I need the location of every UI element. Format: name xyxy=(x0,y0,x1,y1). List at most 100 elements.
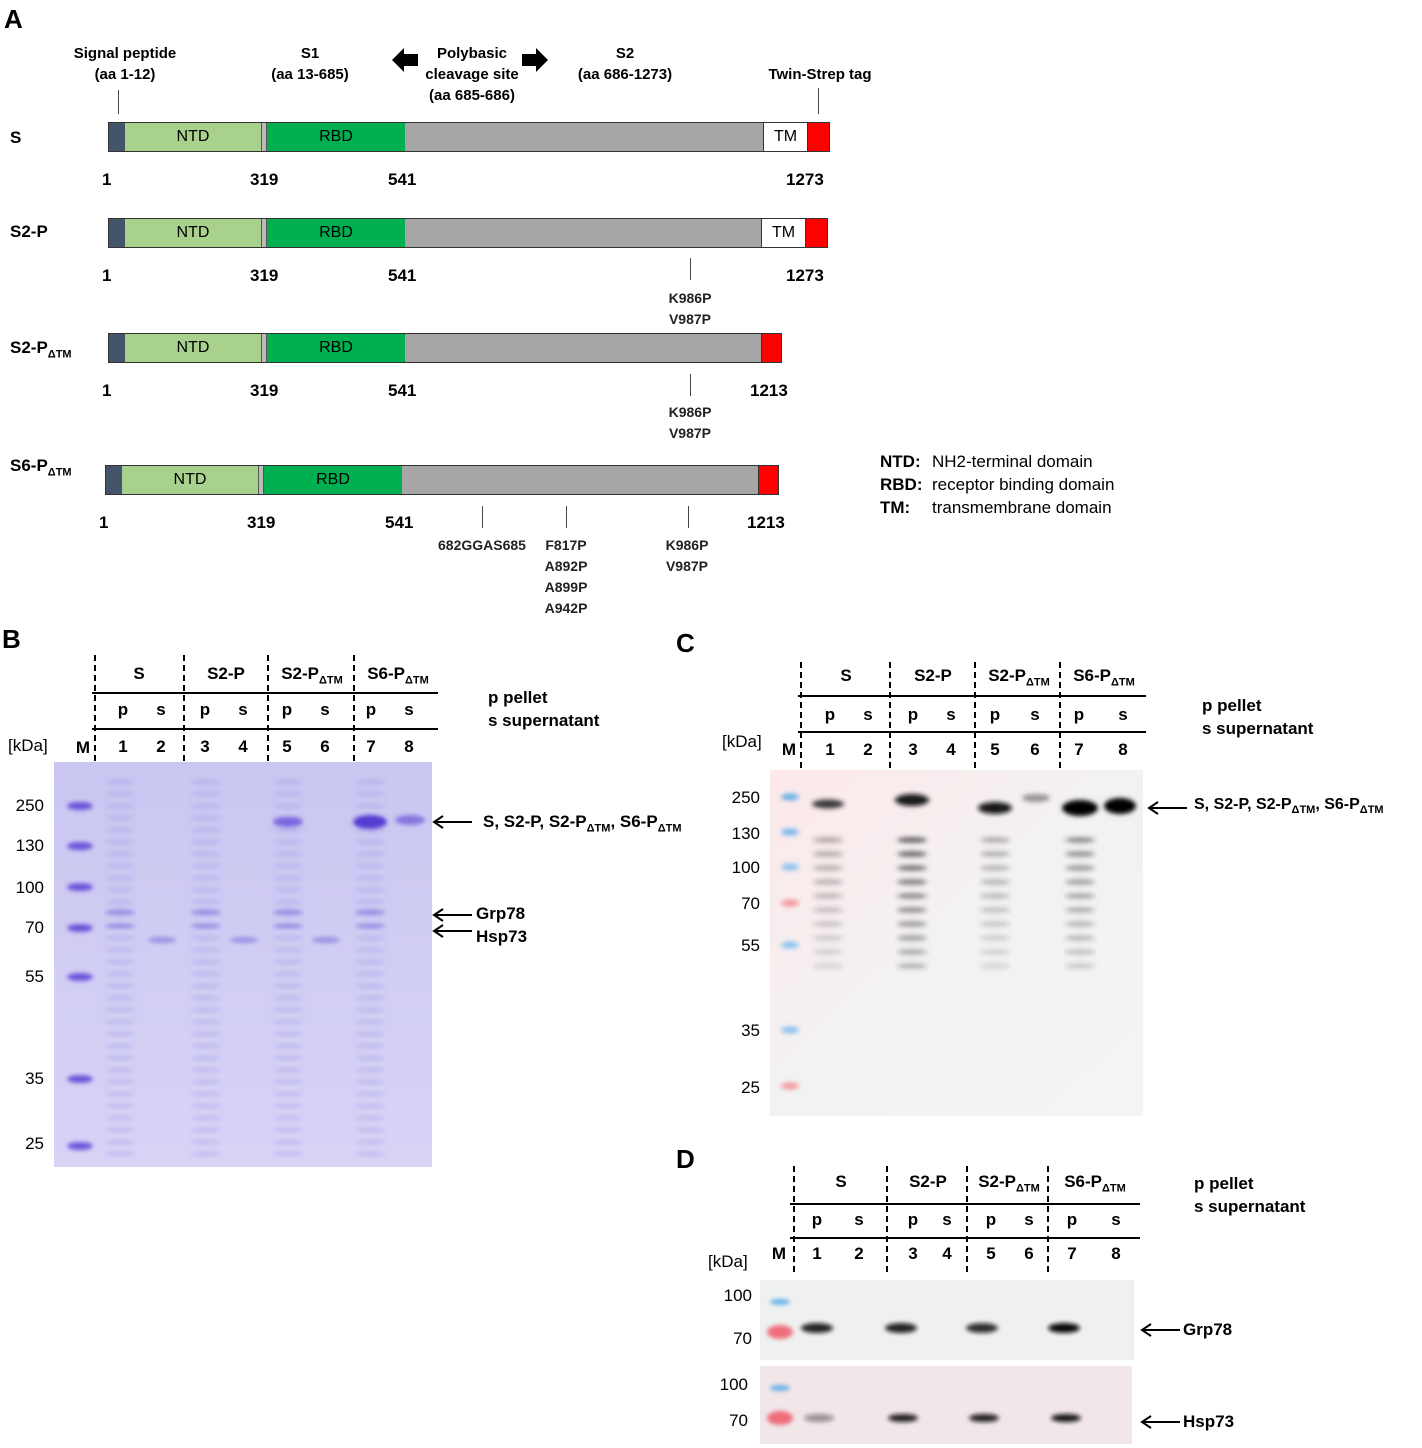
protein-smear xyxy=(273,1067,303,1073)
protein-smear xyxy=(191,1151,221,1157)
protein-smear xyxy=(191,875,221,881)
protein-smear xyxy=(273,1103,303,1109)
marker-lane-label: M xyxy=(771,1244,787,1263)
protein-smear xyxy=(105,815,135,821)
panel-d-header-lines xyxy=(790,1166,1140,1272)
group-s6p-dtm-header: S6-PΔTM xyxy=(367,664,429,687)
position-label: 1273 xyxy=(786,266,824,285)
protein-smear xyxy=(191,899,221,905)
protein-smear xyxy=(355,935,385,941)
degradation-band xyxy=(897,865,927,871)
grp78-band xyxy=(885,1323,917,1333)
spike-band xyxy=(1022,794,1050,802)
protein-smear xyxy=(105,791,135,797)
kda-marker-label: 100 xyxy=(731,858,760,877)
protein-smear xyxy=(273,887,303,893)
protein-smear xyxy=(105,803,135,809)
mutation-label: K986P V987P xyxy=(668,404,712,441)
protein-smear xyxy=(273,1019,303,1025)
fraction-label: p xyxy=(1073,705,1085,724)
degradation-band xyxy=(813,907,843,913)
s2-title: S2 xyxy=(615,45,635,62)
position-label: 1213 xyxy=(750,381,788,400)
degradation-band xyxy=(980,837,1010,843)
degradation-band xyxy=(813,921,843,927)
protein-smear xyxy=(355,995,385,1001)
grp78-band xyxy=(801,1323,833,1333)
lane-number: 2 xyxy=(863,740,873,759)
mutation-tick xyxy=(566,506,567,528)
marker-lane-label: M xyxy=(75,738,91,757)
s2-region xyxy=(405,123,763,151)
spike-band xyxy=(273,817,303,827)
protein-smear xyxy=(355,1019,385,1025)
western-blot-spike xyxy=(770,770,1143,1116)
lane-number: 3 xyxy=(908,1244,918,1263)
protein-smear xyxy=(273,779,303,785)
grp78-band xyxy=(1048,1323,1080,1333)
lane-number: 1 xyxy=(118,737,128,756)
protein-smear xyxy=(273,1055,303,1061)
panel-b-label: B xyxy=(2,624,21,654)
signal-peptide-domain xyxy=(109,334,125,362)
left-arrow-icon xyxy=(392,48,418,72)
degradation-band xyxy=(980,949,1010,955)
protein-smear xyxy=(191,1079,221,1085)
spike-band xyxy=(353,815,387,829)
degradation-band xyxy=(813,837,843,843)
protein-smear xyxy=(355,1055,385,1061)
mutation-tick xyxy=(688,506,689,528)
kda-marker-label: 55 xyxy=(25,967,44,986)
protein-smear xyxy=(273,875,303,881)
degradation-band xyxy=(1065,837,1095,843)
lane-number: 3 xyxy=(200,737,210,756)
protein-smear xyxy=(273,863,303,869)
protein-smear xyxy=(105,839,135,845)
marker-band xyxy=(770,1299,790,1305)
construct-s-label: S xyxy=(10,128,22,147)
lane-number: 3 xyxy=(908,740,918,759)
position-label: 541 xyxy=(388,381,417,400)
protein-smear xyxy=(191,851,221,857)
spike-band xyxy=(978,802,1012,814)
marker-band xyxy=(781,941,799,949)
protein-smear xyxy=(273,827,303,833)
protein-smear xyxy=(273,899,303,905)
group-s2p-header: S2-P xyxy=(909,1172,947,1191)
degradation-band xyxy=(1065,935,1095,941)
rbd-domain: RBD xyxy=(267,123,405,151)
hsp73-band xyxy=(804,1414,834,1422)
position-label: 541 xyxy=(388,170,417,189)
protein-smear xyxy=(273,1151,303,1157)
group-s-header: S xyxy=(840,666,852,685)
fraction-legend: p pellet s supernatant xyxy=(488,688,600,730)
protein-smear xyxy=(105,947,135,953)
lane-number: 5 xyxy=(986,1244,996,1263)
protein-smear xyxy=(273,947,303,953)
protein-smear xyxy=(355,1031,385,1037)
twin-strep-tag xyxy=(805,219,827,247)
position-label: 319 xyxy=(250,266,279,285)
legend-item: NTD: NH2-terminal domain xyxy=(880,452,1093,471)
hsp73-supernatant-band xyxy=(230,937,258,943)
rbd-domain: RBD xyxy=(264,466,402,494)
lane-number: 6 xyxy=(1030,740,1040,759)
panel-c-label: C xyxy=(676,628,695,658)
lane-number: 5 xyxy=(990,740,1000,759)
degradation-band xyxy=(980,935,1010,941)
group-s6p-dtm-header: S6-PΔTM xyxy=(1073,666,1135,689)
degradation-band xyxy=(813,893,843,899)
protein-smear xyxy=(273,1079,303,1085)
protein-smear xyxy=(105,863,135,869)
protein-smear xyxy=(355,1127,385,1133)
protein-smear xyxy=(273,1139,303,1145)
protein-smear xyxy=(105,1019,135,1025)
kda-marker-label: 25 xyxy=(25,1134,44,1153)
protein-smear xyxy=(191,1127,221,1133)
protein-smear xyxy=(273,959,303,965)
western-blot-grp78 xyxy=(760,1280,1134,1360)
lane-number: 4 xyxy=(238,737,248,756)
protein-smear xyxy=(355,959,385,965)
arrow-icon xyxy=(432,815,472,938)
fraction-label: p xyxy=(989,705,1001,724)
